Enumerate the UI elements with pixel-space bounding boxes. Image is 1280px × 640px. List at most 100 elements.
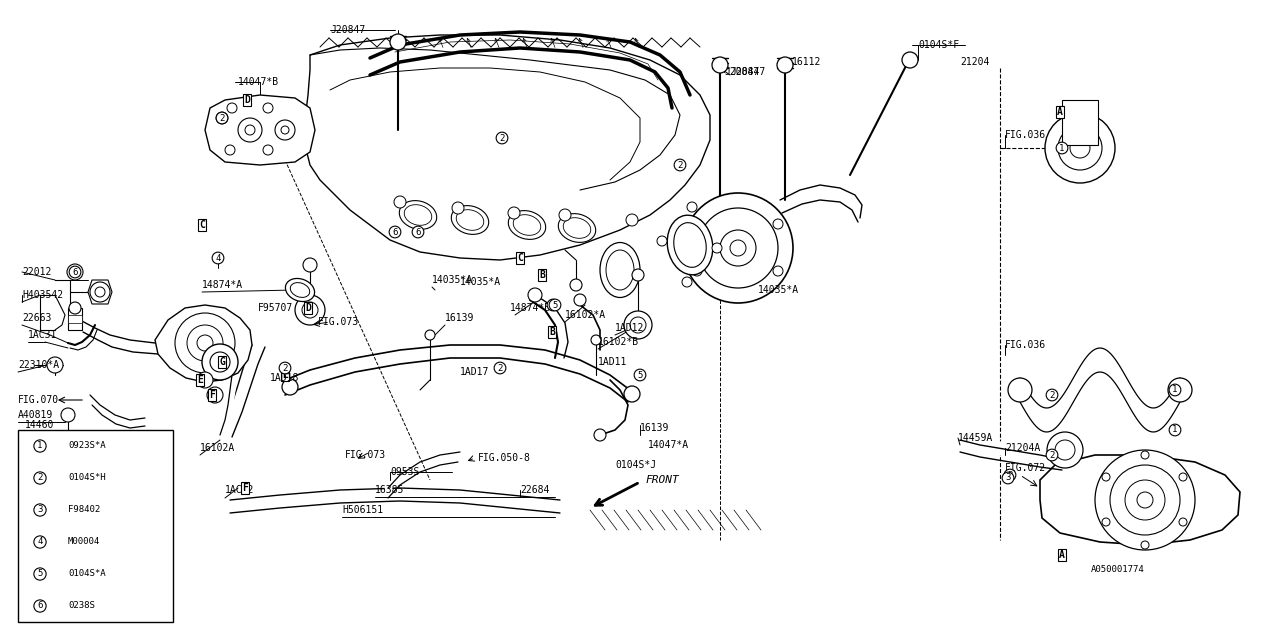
Text: 14460: 14460 [26,420,54,430]
Text: A050001774: A050001774 [1092,566,1146,575]
Circle shape [698,208,778,288]
Ellipse shape [673,223,707,268]
Circle shape [452,202,465,214]
Text: 1AD17: 1AD17 [460,367,489,377]
Text: 6: 6 [392,227,398,237]
Text: FIG.036: FIG.036 [1005,340,1046,350]
Circle shape [1169,378,1192,402]
Text: 0104S*H: 0104S*H [68,474,106,483]
Text: 2: 2 [1050,451,1055,460]
Text: 6: 6 [415,227,421,237]
Ellipse shape [452,205,489,234]
Circle shape [187,325,223,361]
Text: F98402: F98402 [68,506,100,515]
Ellipse shape [558,214,595,243]
Circle shape [712,243,722,253]
Text: 3: 3 [1005,474,1011,483]
Circle shape [902,52,918,68]
Text: 3: 3 [37,506,42,515]
Text: 5: 5 [637,371,643,380]
Ellipse shape [456,210,484,230]
Text: 14035*A: 14035*A [433,275,474,285]
Circle shape [1059,126,1102,170]
Circle shape [90,282,110,302]
Circle shape [202,344,238,380]
Text: 5: 5 [550,301,556,310]
Text: 22663: 22663 [22,313,51,323]
Circle shape [773,219,783,229]
Circle shape [682,277,692,287]
Polygon shape [88,280,113,304]
Text: 0953S: 0953S [390,467,420,477]
Text: 16102*A: 16102*A [564,310,607,320]
Text: 14035*A: 14035*A [460,277,502,287]
Circle shape [529,288,541,302]
Circle shape [1044,113,1115,183]
Circle shape [777,57,794,73]
Circle shape [394,196,406,208]
Text: 1: 1 [1172,426,1178,435]
Circle shape [1125,480,1165,520]
Circle shape [95,287,105,297]
Text: J20847: J20847 [730,67,765,77]
Bar [18,430,173,622]
Text: H506151: H506151 [342,505,383,515]
Circle shape [207,387,223,403]
Text: 4: 4 [215,253,220,262]
Circle shape [197,335,212,351]
Circle shape [1047,432,1083,468]
Circle shape [684,193,794,303]
Text: G: G [219,357,225,367]
Text: M00004: M00004 [68,538,100,547]
Circle shape [1179,473,1187,481]
Circle shape [210,352,230,372]
Circle shape [1179,518,1187,526]
Text: A: A [1059,550,1065,560]
Circle shape [625,386,640,402]
Circle shape [262,103,273,113]
Text: 2: 2 [283,364,288,372]
Text: 16139: 16139 [640,423,669,433]
Polygon shape [205,95,315,165]
Text: 14874*B: 14874*B [509,303,552,313]
Text: 6: 6 [72,268,78,276]
Text: 16102A: 16102A [200,443,236,453]
Polygon shape [68,308,82,330]
Text: A40819: A40819 [18,410,54,420]
Ellipse shape [291,283,310,298]
Circle shape [67,264,83,280]
Polygon shape [155,305,252,382]
Circle shape [282,379,298,395]
Text: 2: 2 [219,113,225,122]
Text: B: B [549,327,556,337]
Circle shape [61,408,76,422]
Circle shape [570,279,582,291]
Circle shape [773,266,783,276]
Circle shape [275,120,294,140]
Circle shape [1140,451,1149,459]
Circle shape [1137,492,1153,508]
Ellipse shape [563,218,591,238]
Circle shape [225,145,236,155]
Circle shape [730,240,746,256]
Polygon shape [305,35,710,260]
Text: 1: 1 [1172,385,1178,394]
Circle shape [721,230,756,266]
Text: 1AC31: 1AC31 [28,330,58,340]
Ellipse shape [404,205,431,225]
Text: 2: 2 [499,134,504,143]
Text: FIG.072: FIG.072 [1005,463,1046,473]
Text: 0104S*A: 0104S*A [68,570,106,579]
Text: 6: 6 [37,602,42,611]
Circle shape [1055,440,1075,460]
Text: FIG.050-8: FIG.050-8 [477,453,531,463]
Text: 16139: 16139 [445,313,475,323]
Ellipse shape [600,243,640,298]
Ellipse shape [508,211,545,239]
Text: FIG.036: FIG.036 [1005,130,1046,140]
Text: 14047*A: 14047*A [648,440,689,450]
Circle shape [630,317,646,333]
Circle shape [1140,541,1149,549]
Text: A: A [1057,107,1062,117]
Text: E: E [282,370,288,380]
